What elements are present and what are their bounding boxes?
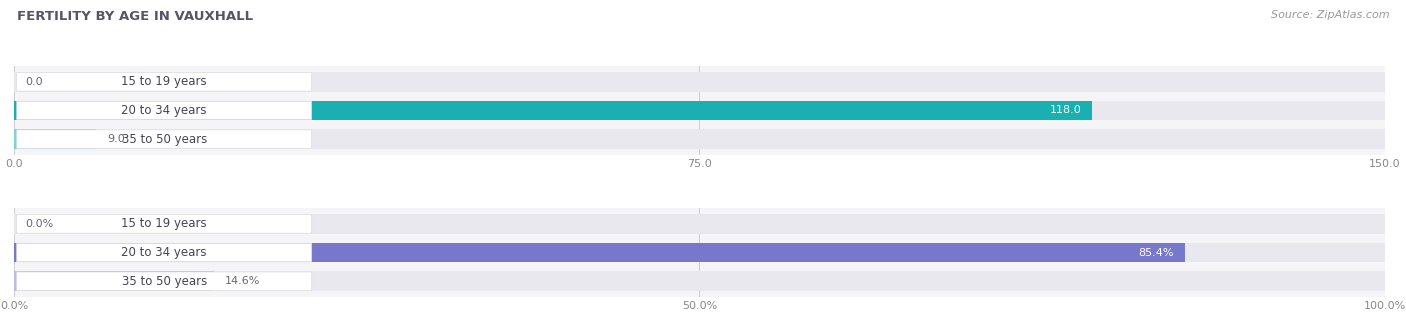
Bar	[14, 101, 1092, 120]
FancyBboxPatch shape	[17, 73, 312, 91]
Text: 35 to 50 years: 35 to 50 years	[121, 275, 207, 288]
Bar	[14, 72, 1385, 91]
FancyBboxPatch shape	[17, 243, 312, 262]
FancyBboxPatch shape	[17, 101, 312, 120]
Bar	[14, 129, 96, 149]
Text: 0.0: 0.0	[25, 77, 42, 87]
Text: 85.4%: 85.4%	[1139, 248, 1174, 258]
FancyBboxPatch shape	[17, 215, 312, 233]
FancyBboxPatch shape	[17, 130, 312, 148]
FancyBboxPatch shape	[17, 272, 312, 290]
Text: 9.0: 9.0	[107, 134, 125, 144]
Text: 15 to 19 years: 15 to 19 years	[121, 217, 207, 230]
Text: 20 to 34 years: 20 to 34 years	[121, 246, 207, 259]
Text: 0.0%: 0.0%	[25, 219, 53, 229]
Bar	[14, 243, 1185, 262]
Bar	[14, 243, 1385, 262]
Text: 15 to 19 years: 15 to 19 years	[121, 75, 207, 88]
Bar	[14, 272, 1385, 291]
Text: 20 to 34 years: 20 to 34 years	[121, 104, 207, 117]
Text: 35 to 50 years: 35 to 50 years	[121, 133, 207, 146]
Bar	[14, 272, 214, 291]
Bar	[14, 101, 1385, 120]
Bar	[14, 129, 1385, 149]
Text: 14.6%: 14.6%	[225, 276, 260, 286]
Text: 118.0: 118.0	[1050, 105, 1081, 115]
Bar	[14, 214, 1385, 234]
Text: FERTILITY BY AGE IN VAUXHALL: FERTILITY BY AGE IN VAUXHALL	[17, 10, 253, 23]
Text: Source: ZipAtlas.com: Source: ZipAtlas.com	[1271, 10, 1389, 20]
